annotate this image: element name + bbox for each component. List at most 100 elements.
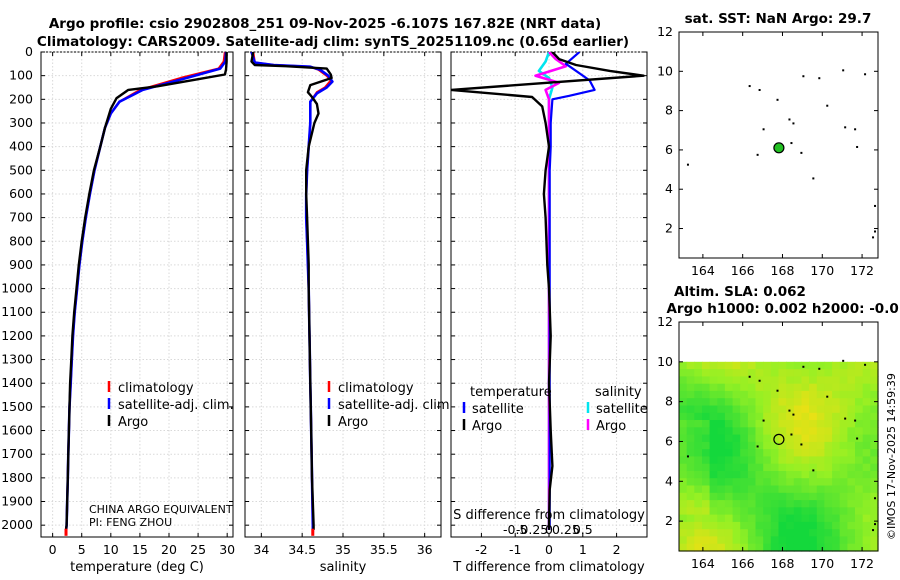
sla-cell (740, 420, 749, 428)
sla-cell (786, 536, 795, 545)
sla-cell (862, 412, 871, 421)
sla-cell (686, 514, 695, 523)
sla-cell (740, 456, 749, 465)
sla-cell (862, 521, 871, 530)
sla-cell (747, 529, 757, 538)
sla-cell (855, 514, 864, 523)
sst-island (756, 153, 759, 156)
sla-cell (801, 521, 810, 530)
sla-cell (816, 463, 826, 472)
sla-cell (816, 434, 826, 443)
sla-cell (724, 441, 734, 450)
sla-cell (786, 507, 795, 516)
sla-cell (824, 427, 833, 436)
sla-island (812, 469, 815, 472)
sla-cell (862, 369, 871, 377)
sla-cell (824, 463, 833, 472)
sla-cell (679, 485, 688, 494)
sla-cell (717, 536, 726, 545)
sla-cell (686, 420, 695, 428)
sla-cell (801, 543, 810, 552)
sla-cell (855, 492, 864, 501)
sla-cell (832, 398, 841, 407)
sla-cell (809, 390, 818, 399)
sla-cell (847, 536, 856, 545)
sla-cell (786, 471, 795, 479)
sla-cell (870, 456, 879, 465)
sla-cell (770, 536, 780, 545)
depth-tick-label: 1400 (1, 375, 33, 390)
sla-cell (717, 390, 726, 399)
sla-cell (770, 434, 780, 443)
sla-cell (847, 471, 856, 479)
sal-xlabel: salinity (320, 560, 367, 575)
sla-cell (847, 449, 856, 457)
sla-cell (824, 412, 833, 421)
sla-cell (870, 390, 879, 399)
sla-cell (793, 500, 803, 508)
sla-cell (847, 529, 856, 538)
sla-cell (679, 536, 688, 545)
sla-cell (755, 441, 764, 450)
sla-xtick-label: 168 (771, 556, 795, 571)
depth-tick-label: 1500 (1, 399, 33, 414)
sla-cell (824, 500, 833, 508)
sla-cell (763, 405, 772, 414)
sla-cell (755, 449, 764, 457)
depth-tick-label: 1600 (1, 423, 33, 438)
sla-cell (801, 500, 810, 508)
sla-cell (732, 449, 741, 457)
sla-cell (709, 390, 718, 399)
sla-cell (755, 471, 764, 479)
sla-cell (847, 412, 856, 421)
sla-cell (855, 383, 864, 392)
sla-cell (686, 376, 695, 385)
sla-cell (824, 485, 833, 494)
sla-cell (824, 390, 833, 399)
sla-cell (793, 529, 803, 538)
sla-cell (679, 456, 688, 465)
sla-cell (824, 361, 833, 370)
sla-island (776, 389, 779, 392)
sla-cell (801, 361, 810, 370)
sla-cell (809, 529, 818, 538)
sla-cell (755, 478, 764, 487)
diff-xtick-label: 1 (579, 542, 587, 557)
sla-cell (763, 536, 772, 545)
sla-cell (862, 383, 871, 392)
sla-cell (747, 441, 757, 450)
sla-cell (793, 536, 803, 545)
sla-cell (862, 456, 871, 465)
sla-cell (747, 383, 757, 392)
sla-cell (855, 543, 864, 552)
sla-cell (770, 529, 780, 538)
sla-ytick-label: 12 (657, 314, 673, 329)
sla-cell (763, 376, 772, 385)
sla-cell (801, 514, 810, 523)
series-argo-t (451, 52, 645, 530)
sla-cell (702, 478, 711, 487)
sst-island (792, 122, 795, 125)
sla-cell (763, 521, 772, 530)
sla-cell (855, 427, 864, 436)
sla-cell (847, 434, 856, 443)
sla-cell (862, 427, 871, 436)
sla-cell (816, 478, 826, 487)
depth-tick-label: 0 (25, 44, 33, 59)
sla-cell (855, 369, 864, 377)
sla-cell (732, 398, 741, 407)
sla-cell (847, 398, 856, 407)
sla-cell (709, 543, 718, 552)
figure-title-line2: Climatology: CARS2009. Satellite-adj cli… (37, 34, 629, 50)
sla-cell (724, 536, 734, 545)
sla-ytick-label: 4 (665, 473, 673, 488)
sla-cell (870, 383, 879, 392)
sla-cell (809, 398, 818, 407)
temp-xlabel: temperature (deg C) (70, 560, 204, 575)
sla-cell (862, 376, 871, 385)
sla-cell (740, 514, 749, 523)
sla-island (854, 419, 857, 422)
sla-cell (702, 427, 711, 436)
sla-cell (763, 449, 772, 457)
sla-cell (747, 412, 757, 421)
